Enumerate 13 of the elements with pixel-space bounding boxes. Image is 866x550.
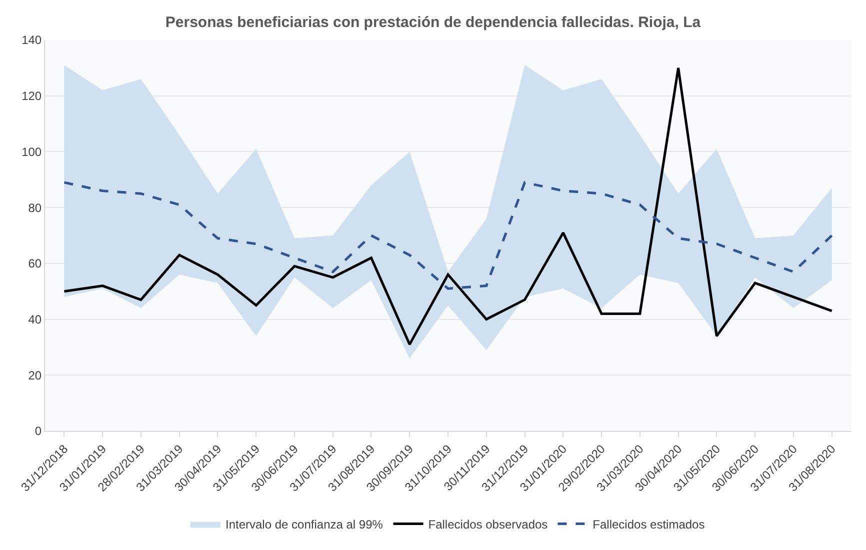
legend-label: Fallecidos estimados (592, 517, 705, 532)
y-tick-label: 140 (22, 33, 42, 48)
y-tick-label: 100 (22, 144, 42, 159)
y-tick-label: 60 (28, 256, 42, 271)
legend-label: Fallecidos observados (428, 517, 548, 532)
y-tick-label: 80 (28, 200, 42, 215)
y-tick-label: 20 (28, 368, 42, 382)
y-tick-label: 120 (22, 89, 42, 104)
y-tick-label: 0 (34, 424, 42, 438)
chart-title: Personas beneficiarias con prestación de dependencia fallecidas. Rioja, La (165, 14, 702, 31)
y-tick-label: 40 (28, 312, 42, 326)
legend-label: Intervalo de confianza al 99% (226, 517, 384, 532)
line-series (62, 181, 834, 290)
